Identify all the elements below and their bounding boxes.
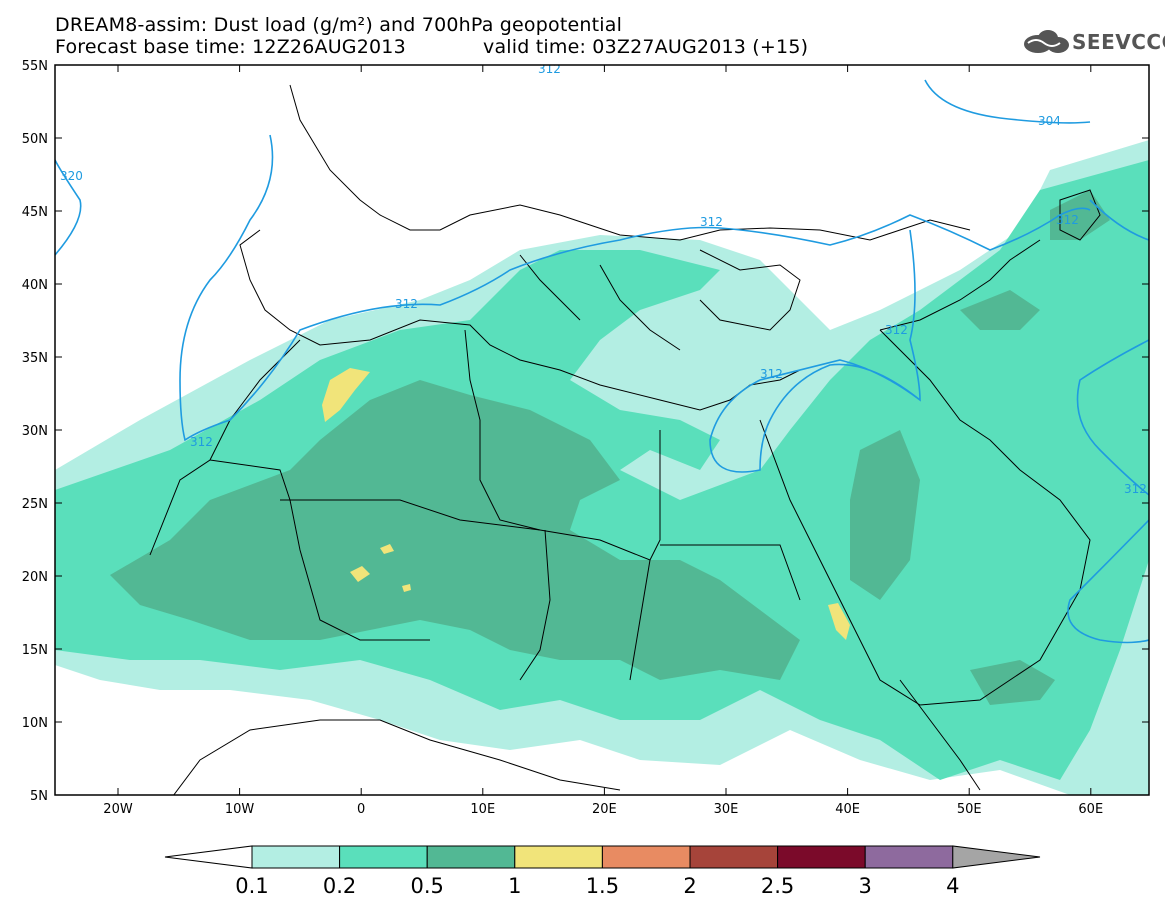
lon-label: 0 xyxy=(357,802,365,817)
seevccc-logo xyxy=(1024,30,1069,53)
longitude-axis: 20W 10W 0 10E 20E 30E 40E 50E 60E xyxy=(103,65,1103,817)
lon-label: 30E xyxy=(714,802,739,817)
contour-label: 312 xyxy=(538,62,561,76)
logo-text: SEEVCCC xyxy=(1072,30,1165,54)
colorbar-segment xyxy=(864,845,954,869)
colorbar-tick-label: 0.2 xyxy=(323,874,356,898)
colorbar-extension-high xyxy=(952,845,1041,869)
forecast-base-time: Forecast base time: 12Z26AUG2013 xyxy=(55,36,406,58)
colorbar-tick-label: 1 xyxy=(508,874,521,898)
colorbar-extension-low xyxy=(164,845,253,869)
dust-shading-1.0 xyxy=(322,368,850,640)
contour-label: 312 xyxy=(1124,482,1147,496)
lat-label: 55N xyxy=(22,59,48,74)
dust-shading-0.5 xyxy=(110,190,1110,705)
colorbar-tick-label: 0.5 xyxy=(410,874,443,898)
contour-label: 312 xyxy=(1056,213,1079,227)
lon-label: 60E xyxy=(1078,802,1103,817)
contour-label: 312 xyxy=(395,297,418,311)
contour-label: 312 xyxy=(885,323,908,337)
contour-label: 312 xyxy=(190,435,213,449)
colorbar: 0.1 0.2 0.5 1 1.5 2 2.5 3 4 xyxy=(164,845,1041,898)
colorbar-segment xyxy=(777,845,866,869)
lat-label: 20N xyxy=(22,570,48,585)
contour-label: 304 xyxy=(1038,114,1061,128)
geopotential-contours xyxy=(55,79,1149,644)
contour-labels: 320 312 312 312 312 312 312 304 312 312 xyxy=(60,62,1147,496)
lat-label: 30N xyxy=(22,424,48,439)
colorbar-tick-label: 3 xyxy=(859,874,872,898)
lon-label: 10E xyxy=(470,802,495,817)
colorbar-segment xyxy=(514,845,603,869)
contour-label: 320 xyxy=(60,169,83,183)
colorbar-tick-label: 0.1 xyxy=(235,874,268,898)
contour-label: 312 xyxy=(760,367,783,381)
lon-label: 50E xyxy=(957,802,982,817)
colorbar-segment xyxy=(426,845,516,869)
colorbar-segment xyxy=(339,845,428,869)
map-area: 320 312 312 312 312 312 312 304 312 312 xyxy=(55,62,1149,795)
colorbar-segment xyxy=(689,845,779,869)
lat-label: 50N xyxy=(22,132,48,147)
lon-label: 10W xyxy=(225,802,255,817)
contour-label: 312 xyxy=(700,215,723,229)
lon-label: 20E xyxy=(592,802,617,817)
lon-label: 20W xyxy=(103,802,133,817)
lat-label: 40N xyxy=(22,278,48,293)
lat-label: 45N xyxy=(22,205,48,220)
lat-label: 25N xyxy=(22,497,48,512)
valid-time: valid time: 03Z27AUG2013 (+15) xyxy=(483,36,809,58)
colorbar-tick-label: 2 xyxy=(683,874,696,898)
lat-label: 10N xyxy=(22,716,48,731)
colorbar-segment xyxy=(251,845,341,869)
colorbar-tick-label: 1.5 xyxy=(586,874,619,898)
colorbar-tick-label: 4 xyxy=(946,874,959,898)
cloud-icon xyxy=(1024,30,1069,53)
lat-label: 15N xyxy=(22,643,48,658)
map-title: DREAM8-assim: Dust load (g/m²) and 700hP… xyxy=(55,14,623,36)
lat-label: 35N xyxy=(22,351,48,366)
latitude-axis: 55N 50N 45N 40N 35N 30N 25N 20N 15N 10N 5N xyxy=(22,59,1149,804)
colorbar-segment xyxy=(601,845,691,869)
lon-label: 40E xyxy=(835,802,860,817)
lat-label: 5N xyxy=(30,789,48,804)
colorbar-tick-label: 2.5 xyxy=(761,874,794,898)
